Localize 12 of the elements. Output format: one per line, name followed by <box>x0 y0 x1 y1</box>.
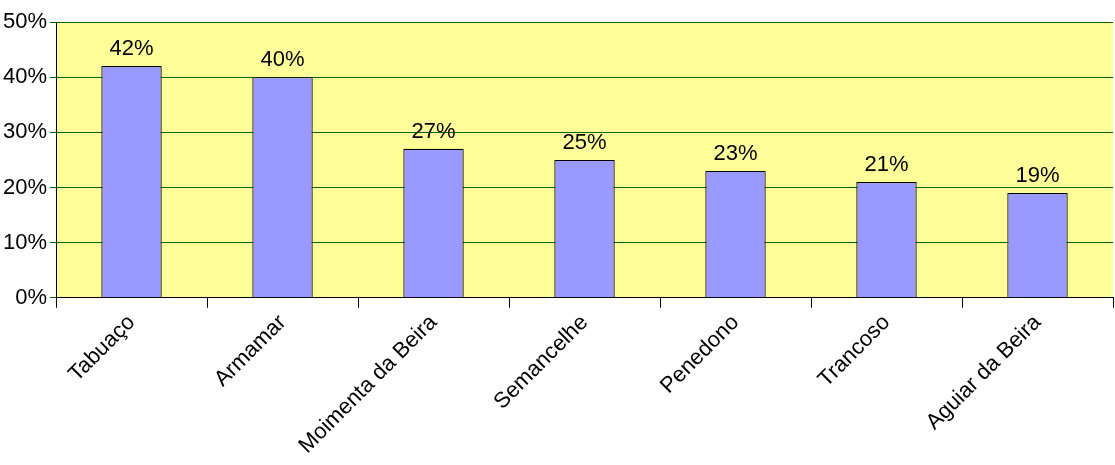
y-tick-label: 40% <box>2 63 48 89</box>
y-tick-label: 30% <box>2 118 48 144</box>
y-tick-label: 50% <box>2 8 48 34</box>
data-label: 19% <box>1015 162 1060 188</box>
y-tick-label: 0% <box>15 283 48 309</box>
data-label: 25% <box>562 128 607 154</box>
data-label: 42% <box>109 35 154 61</box>
data-label: 23% <box>713 139 758 165</box>
y-tick-label: 20% <box>2 173 48 199</box>
y-tick-label: 10% <box>2 228 48 254</box>
data-label: 40% <box>260 46 305 72</box>
data-label: 21% <box>864 151 909 177</box>
